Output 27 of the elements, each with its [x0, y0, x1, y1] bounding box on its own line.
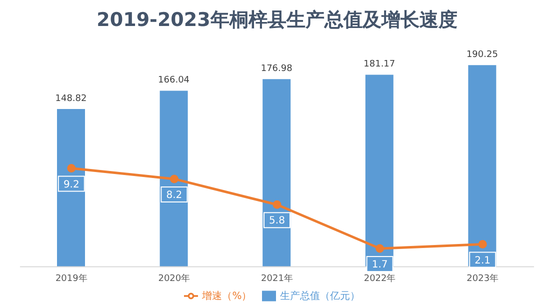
- bar: [262, 79, 291, 267]
- bar: [57, 108, 85, 267]
- point: [478, 240, 487, 249]
- x-tick-label: 2021年: [261, 273, 293, 284]
- data-label: 181.17: [364, 60, 396, 70]
- point: [170, 174, 178, 184]
- data-label: 148.82: [55, 94, 87, 104]
- x-tick-label: 2022年: [364, 273, 396, 284]
- data-label: 176.98: [260, 64, 293, 74]
- data-label: 2.1: [474, 255, 491, 266]
- data-label: 5.8: [269, 216, 285, 227]
- x-tick-label: 2023年: [466, 273, 499, 284]
- chart-title: 2019-2023年桐梓县生产总值及增长速度: [96, 8, 458, 33]
- data-label: 1.7: [372, 260, 388, 271]
- point: [67, 164, 76, 173]
- x-tick-label: 2020年: [158, 273, 190, 284]
- data-label: 190.25: [466, 50, 498, 60]
- data-label: 8.2: [166, 190, 182, 201]
- x-tick-label: 2019年: [55, 273, 88, 284]
- point: [272, 200, 282, 209]
- legend-label: 增速（%）: [202, 290, 252, 302]
- bar: [160, 90, 188, 267]
- data-label: 9.2: [63, 179, 80, 190]
- point: [376, 244, 384, 253]
- bar: [468, 65, 496, 267]
- data-label: 166.04: [158, 76, 190, 86]
- legend-label: 生产总值（亿元）: [280, 290, 360, 302]
